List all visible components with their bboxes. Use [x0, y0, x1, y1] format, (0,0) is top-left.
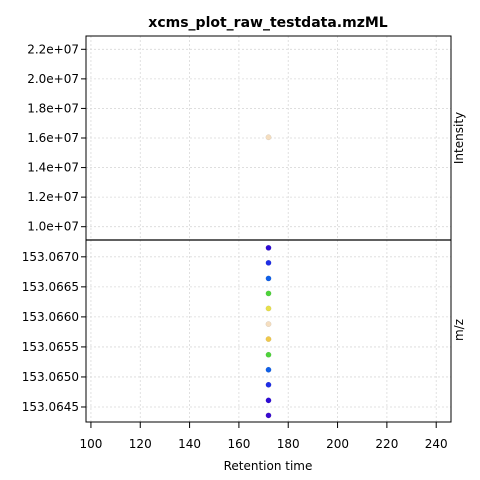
- mz-data-point: [265, 366, 272, 373]
- intensity-data-point: [265, 134, 272, 141]
- x-tick-label: 180: [277, 437, 300, 451]
- mz-data-point: [265, 259, 272, 266]
- x-tick-label: 140: [178, 437, 201, 451]
- mz-data-point: [265, 412, 272, 419]
- mz-y-tick-label: 153.0665: [22, 280, 79, 294]
- x-tick-label: 120: [129, 437, 152, 451]
- mz-grid: [86, 240, 451, 422]
- intensity-y-tick-label: 1.0e+07: [27, 220, 79, 234]
- x-tick-label: 200: [326, 437, 349, 451]
- mz-y-tick-label: 153.0645: [22, 400, 79, 414]
- intensity-y-tick-label: 1.6e+07: [27, 131, 79, 145]
- mz-y-tick-label: 153.0655: [22, 340, 79, 354]
- mz-y-tick-label: 153.0660: [22, 310, 79, 324]
- intensity-points: [265, 134, 272, 141]
- mz-panel: 153.0645 153.0650 153.0655 153.0660 153.0665…: [22, 240, 466, 422]
- intensity-y-tick-label: 1.4e+07: [27, 161, 79, 175]
- mz-data-point: [265, 290, 272, 297]
- mz-data-point: [265, 321, 272, 327]
- mz-axis-label: m/z: [452, 319, 466, 341]
- mz-data-point: [265, 397, 272, 404]
- mz-y-tick-label: 153.0650: [22, 370, 79, 384]
- x-axis-label: Retention time: [224, 459, 313, 473]
- x-tick-label: 240: [425, 437, 448, 451]
- mz-points: [265, 244, 272, 419]
- x-tick-label: 100: [79, 437, 102, 451]
- mz-data-point: [265, 336, 272, 343]
- chart-title: xcms_plot_raw_testdata.mzML: [148, 15, 387, 31]
- x-axis: 100 120 140 160 180 200 220 240: [79, 422, 448, 451]
- mz-y-tick-label: 153.0670: [22, 250, 79, 264]
- mz-y-axis: 153.0645 153.0650 153.0655 153.0660 153.0665…: [22, 250, 86, 414]
- intensity-y-tick-label: 2.0e+07: [27, 72, 79, 86]
- x-tick-label: 220: [375, 437, 398, 451]
- intensity-panel: 1.0e+07 1.2e+07 1.4e+07 1.6e+07 1.8e+07 2.0e+…: [27, 36, 466, 240]
- plot-frame: [85, 35, 452, 423]
- mz-data-point: [265, 305, 272, 312]
- intensity-y-axis: 1.0e+07 1.2e+07 1.4e+07 1.6e+07 1.8e+07 2.0e+…: [27, 42, 86, 234]
- intensity-axis-label: Intensity: [452, 112, 466, 164]
- mz-data-point: [265, 244, 272, 251]
- intensity-y-tick-label: 1.8e+07: [27, 101, 79, 115]
- x-tick-label: 160: [227, 437, 250, 451]
- mz-data-point: [265, 351, 272, 358]
- intensity-y-tick-label: 2.2e+07: [27, 42, 79, 56]
- mz-data-point: [265, 275, 272, 282]
- mz-data-point: [265, 381, 272, 388]
- intensity-grid: [86, 36, 451, 240]
- intensity-y-tick-label: 1.2e+07: [27, 190, 79, 204]
